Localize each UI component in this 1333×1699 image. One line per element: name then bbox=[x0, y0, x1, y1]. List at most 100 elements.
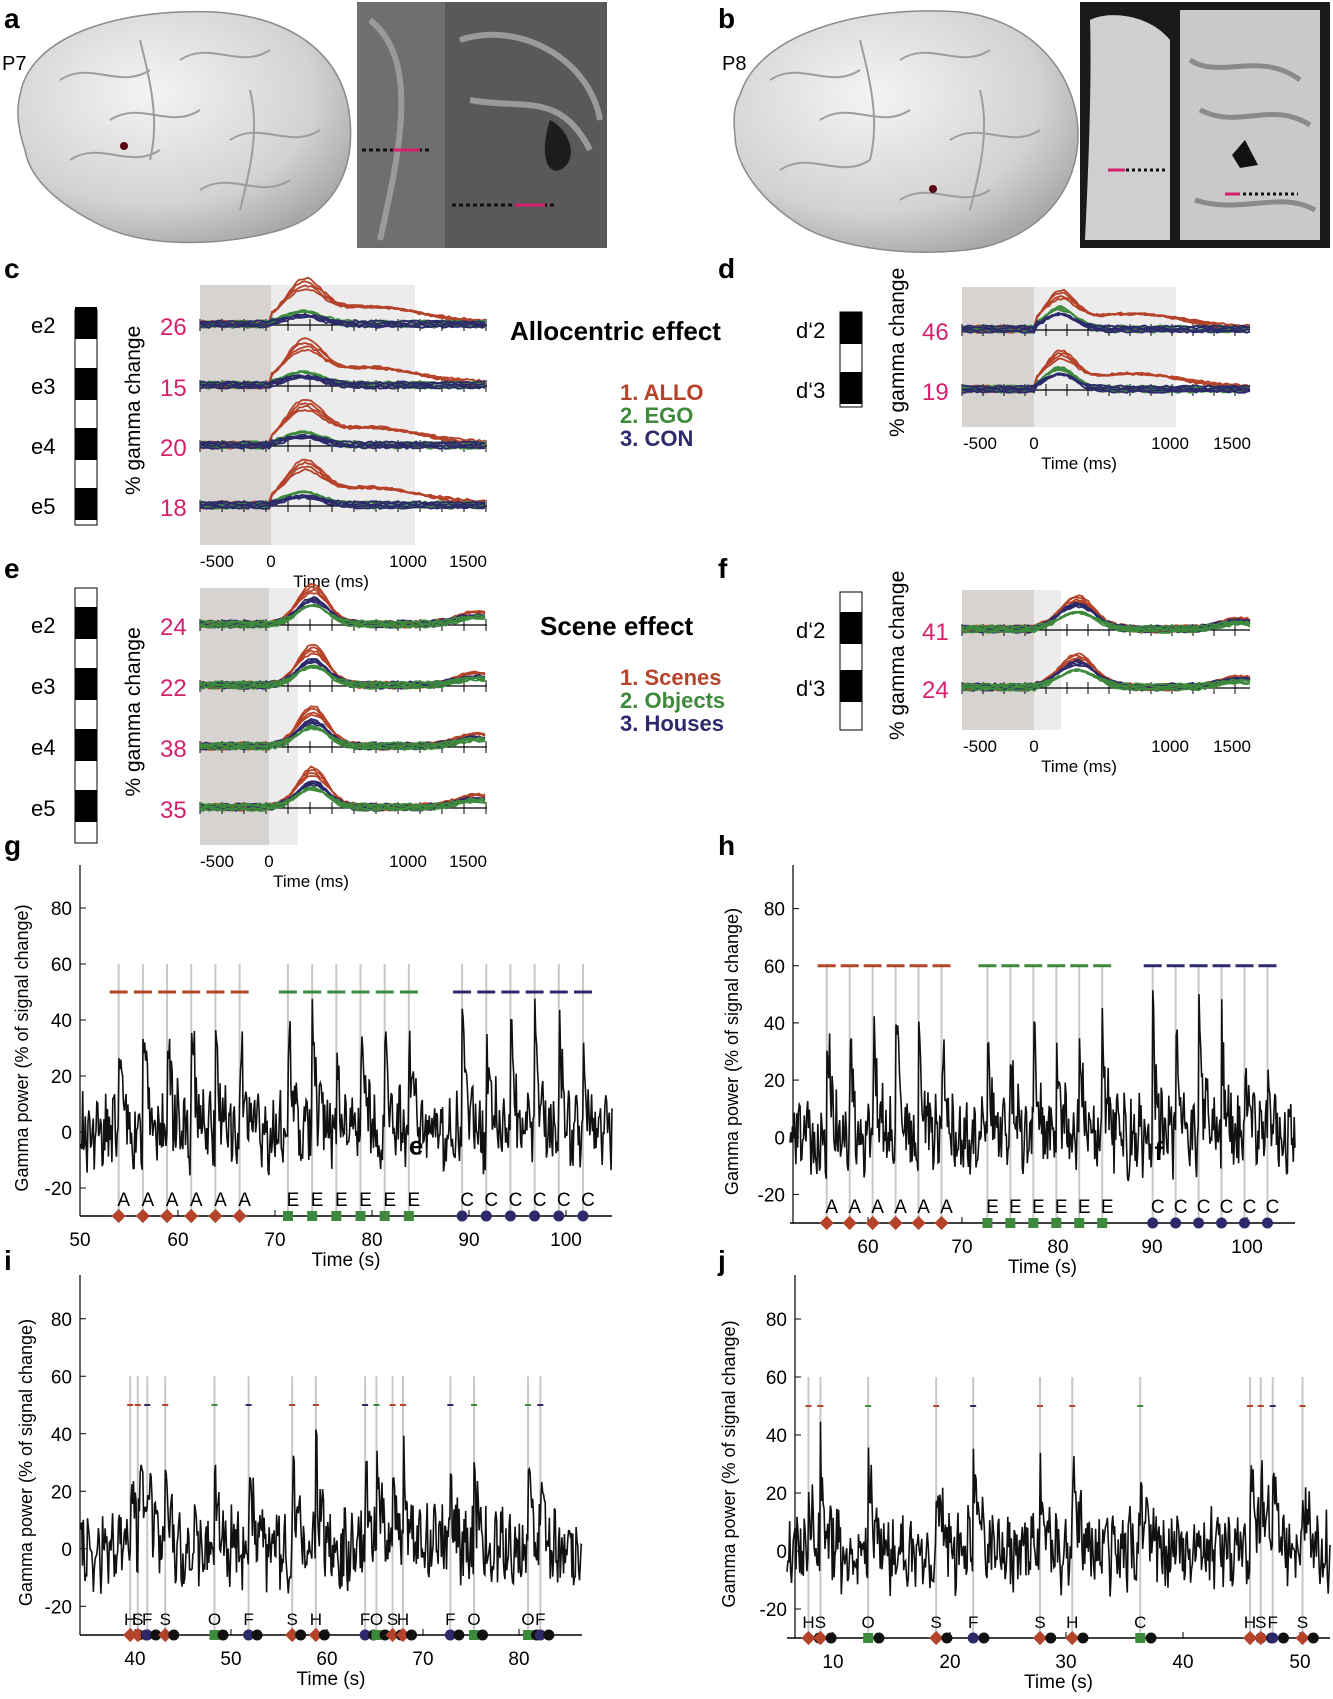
event-letter: C bbox=[1266, 1197, 1280, 1218]
y-tick-label: 20 bbox=[766, 1484, 787, 1505]
event-marker bbox=[1267, 1632, 1279, 1644]
x-tick-label: 0 bbox=[1029, 434, 1038, 453]
event-letter: O bbox=[208, 1610, 221, 1629]
event-marker bbox=[453, 1629, 465, 1641]
event-marker bbox=[295, 1629, 307, 1641]
event-marker bbox=[217, 1629, 229, 1641]
x-tick-label: 1000 bbox=[1151, 434, 1189, 453]
event-letter: A bbox=[940, 1197, 953, 1218]
event-letter: A bbox=[825, 1197, 838, 1218]
x-tick-label: 100 bbox=[1231, 1237, 1263, 1258]
event-marker bbox=[168, 1629, 180, 1641]
gamma-trace bbox=[199, 665, 486, 687]
scale-label: 38 bbox=[160, 736, 187, 763]
event-letter: C bbox=[533, 1190, 547, 1211]
x-tick-label: 30 bbox=[1055, 1652, 1076, 1673]
event-marker bbox=[941, 1632, 953, 1644]
x-axis-label: Time (s) bbox=[1008, 1257, 1077, 1278]
event-letter: E bbox=[1009, 1197, 1022, 1218]
event-letter: C bbox=[1243, 1197, 1257, 1218]
event-marker bbox=[403, 1211, 414, 1221]
brain-render-p8 bbox=[733, 10, 1079, 253]
x-axis-label: Time (ms) bbox=[1041, 454, 1117, 473]
gamma-trace bbox=[199, 433, 486, 445]
event-letter: C bbox=[581, 1190, 595, 1211]
y-tick-label: -20 bbox=[45, 1597, 72, 1618]
electrode-label: d‘3 bbox=[796, 378, 825, 403]
gamma-trace bbox=[961, 373, 1251, 389]
scale-label: 26 bbox=[160, 314, 187, 341]
event-letter: S bbox=[286, 1610, 297, 1629]
event-letter: A bbox=[142, 1190, 155, 1211]
gamma-trace bbox=[199, 315, 486, 329]
allocentric-title: Allocentric effect bbox=[510, 316, 721, 346]
y-tick-label: 40 bbox=[764, 1014, 785, 1035]
event-marker bbox=[208, 1208, 223, 1224]
erp-panel-d: d‘2 46 d‘3 19 % gamma change -500 0 1000 1500 Tim… bbox=[796, 268, 1251, 473]
x-tick-label: 1000 bbox=[1151, 737, 1189, 756]
event-letter: C bbox=[1174, 1197, 1188, 1218]
x-tick-label: 90 bbox=[458, 1230, 479, 1251]
legend-ego: 2. EGO bbox=[620, 403, 693, 428]
event-letter: S bbox=[387, 1610, 398, 1629]
y-tick-label: 60 bbox=[766, 1368, 787, 1389]
y-tick-label: 80 bbox=[51, 899, 72, 920]
event-marker bbox=[865, 1215, 880, 1231]
event-marker bbox=[331, 1211, 342, 1221]
gamma-trace bbox=[199, 374, 486, 387]
electrode-contact bbox=[840, 612, 862, 644]
event-marker bbox=[929, 1630, 944, 1646]
event-marker bbox=[406, 1629, 418, 1641]
y-axis-label: Gamma power (% of signal change) bbox=[722, 908, 742, 1195]
event-letter: F bbox=[535, 1610, 545, 1629]
event-letter: F bbox=[445, 1610, 455, 1629]
event-marker bbox=[842, 1215, 857, 1231]
gamma-trace bbox=[961, 668, 1251, 692]
y-tick-label: 0 bbox=[61, 1540, 72, 1561]
event-marker bbox=[911, 1215, 926, 1231]
panel-label-e: e bbox=[4, 553, 20, 584]
x-tick-label: 100 bbox=[550, 1230, 582, 1251]
y-axis-label: % gamma change bbox=[122, 627, 145, 796]
event-letter: E bbox=[408, 1190, 421, 1211]
electrode-contact bbox=[75, 488, 97, 520]
x-tick-label: 1500 bbox=[449, 852, 487, 871]
y-tick-label: 60 bbox=[764, 957, 785, 978]
electrode-contact bbox=[840, 312, 862, 344]
electrode-contact bbox=[75, 668, 97, 700]
x-tick-label: 50 bbox=[1289, 1652, 1310, 1673]
y-tick-label: 80 bbox=[764, 900, 785, 921]
panel-label-g: g bbox=[4, 830, 21, 861]
event-marker bbox=[123, 1627, 138, 1643]
event-marker bbox=[135, 1208, 150, 1224]
mri-slices-p8 bbox=[1080, 2, 1330, 248]
y-axis-label: % gamma change bbox=[886, 268, 909, 437]
panel-label-a: a bbox=[4, 3, 20, 34]
gamma-power-trace bbox=[79, 998, 613, 1176]
event-letter: A bbox=[238, 1190, 251, 1211]
panel-label-d: d bbox=[718, 253, 735, 284]
event-letter: E bbox=[311, 1190, 324, 1211]
event-marker bbox=[1045, 1632, 1057, 1644]
electrode-label: e2 bbox=[31, 613, 55, 638]
timeseries-panel-h: -20 0 20 40 60 80 60 70 80 90 100 Time (s) Gamma pow… bbox=[722, 865, 1296, 1278]
gamma-trace bbox=[199, 727, 486, 746]
baseline-shade bbox=[962, 287, 1034, 427]
x-tick-label: 1500 bbox=[1213, 737, 1251, 756]
x-axis-label: Time (ms) bbox=[273, 872, 349, 891]
y-tick-label: 40 bbox=[51, 1425, 72, 1446]
panel-label-c: c bbox=[4, 253, 20, 284]
event-letter: H bbox=[1244, 1613, 1256, 1632]
scale-label: 15 bbox=[160, 375, 187, 402]
event-letter: H bbox=[310, 1610, 322, 1629]
overlay-annotation: f bbox=[1155, 1136, 1164, 1166]
event-letter: S bbox=[132, 1610, 143, 1629]
event-letter: A bbox=[917, 1197, 930, 1218]
event-marker bbox=[504, 1210, 516, 1222]
event-marker bbox=[1074, 1218, 1085, 1228]
gamma-trace bbox=[199, 724, 486, 751]
event-marker bbox=[158, 1627, 173, 1643]
scale-label: 46 bbox=[922, 319, 949, 346]
electrode-contact bbox=[75, 307, 97, 339]
